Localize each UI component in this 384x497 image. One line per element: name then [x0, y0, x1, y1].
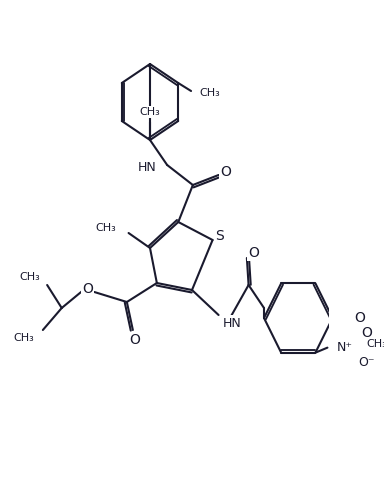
Text: HN: HN	[223, 317, 242, 330]
Text: O⁻: O⁻	[359, 356, 375, 369]
Text: O: O	[129, 333, 140, 347]
Text: O: O	[82, 282, 93, 296]
Text: S: S	[215, 229, 224, 243]
Text: CH₃: CH₃	[95, 223, 116, 233]
Text: CH₃: CH₃	[200, 88, 220, 98]
Text: CH₃: CH₃	[367, 339, 384, 349]
Text: N⁺: N⁺	[337, 341, 353, 354]
Text: CH₃: CH₃	[13, 333, 34, 343]
Text: HN: HN	[138, 161, 157, 173]
Text: O: O	[220, 165, 231, 179]
Text: O: O	[361, 326, 372, 339]
Text: CH₃: CH₃	[20, 272, 40, 282]
Text: O: O	[248, 246, 259, 260]
Text: O: O	[354, 311, 365, 325]
Text: CH₃: CH₃	[140, 107, 161, 117]
